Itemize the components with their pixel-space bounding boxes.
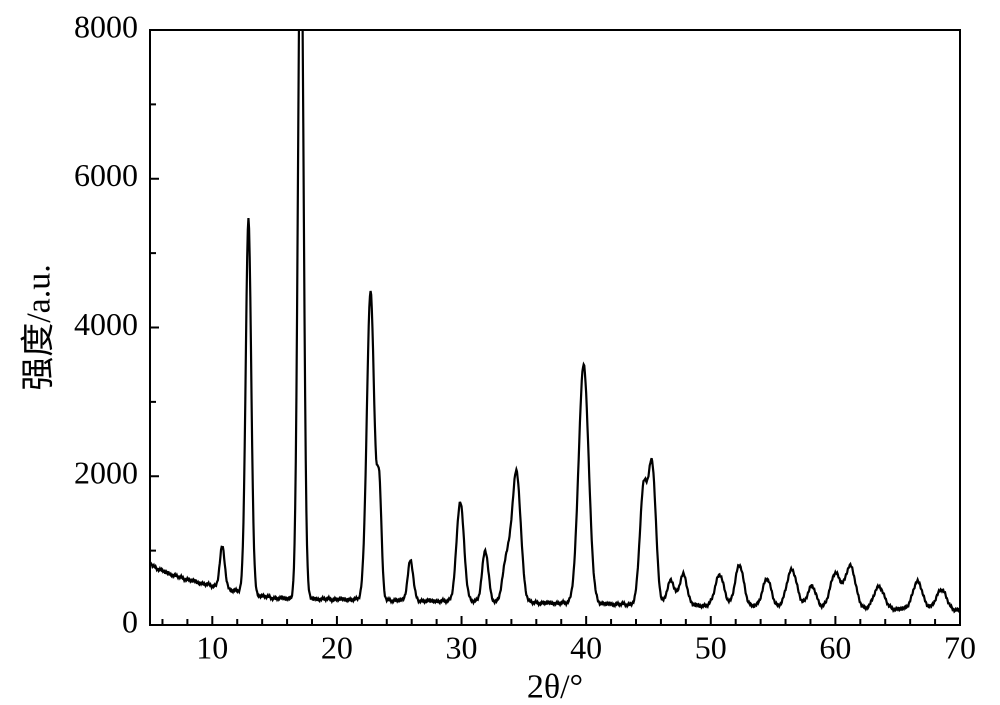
y-axis-label: 强度/a.u. (20, 264, 58, 391)
svg-text:20: 20 (321, 630, 353, 666)
svg-text:60: 60 (819, 630, 851, 666)
svg-text:4000: 4000 (74, 306, 138, 342)
svg-text:40: 40 (570, 630, 602, 666)
svg-text:10: 10 (196, 630, 228, 666)
xrd-chart: 10 20 30 40 50 60 70 0 2000 4000 6000 8000 2θ/° 强度/… (0, 0, 1000, 705)
svg-text:30: 30 (446, 630, 478, 666)
svg-text:2000: 2000 (74, 455, 138, 491)
svg-text:0: 0 (122, 603, 138, 639)
svg-text:6000: 6000 (74, 157, 138, 193)
svg-text:8000: 8000 (74, 8, 138, 44)
x-axis-label: 2θ/° (527, 669, 583, 705)
svg-text:50: 50 (695, 630, 727, 666)
svg-text:70: 70 (944, 630, 976, 666)
